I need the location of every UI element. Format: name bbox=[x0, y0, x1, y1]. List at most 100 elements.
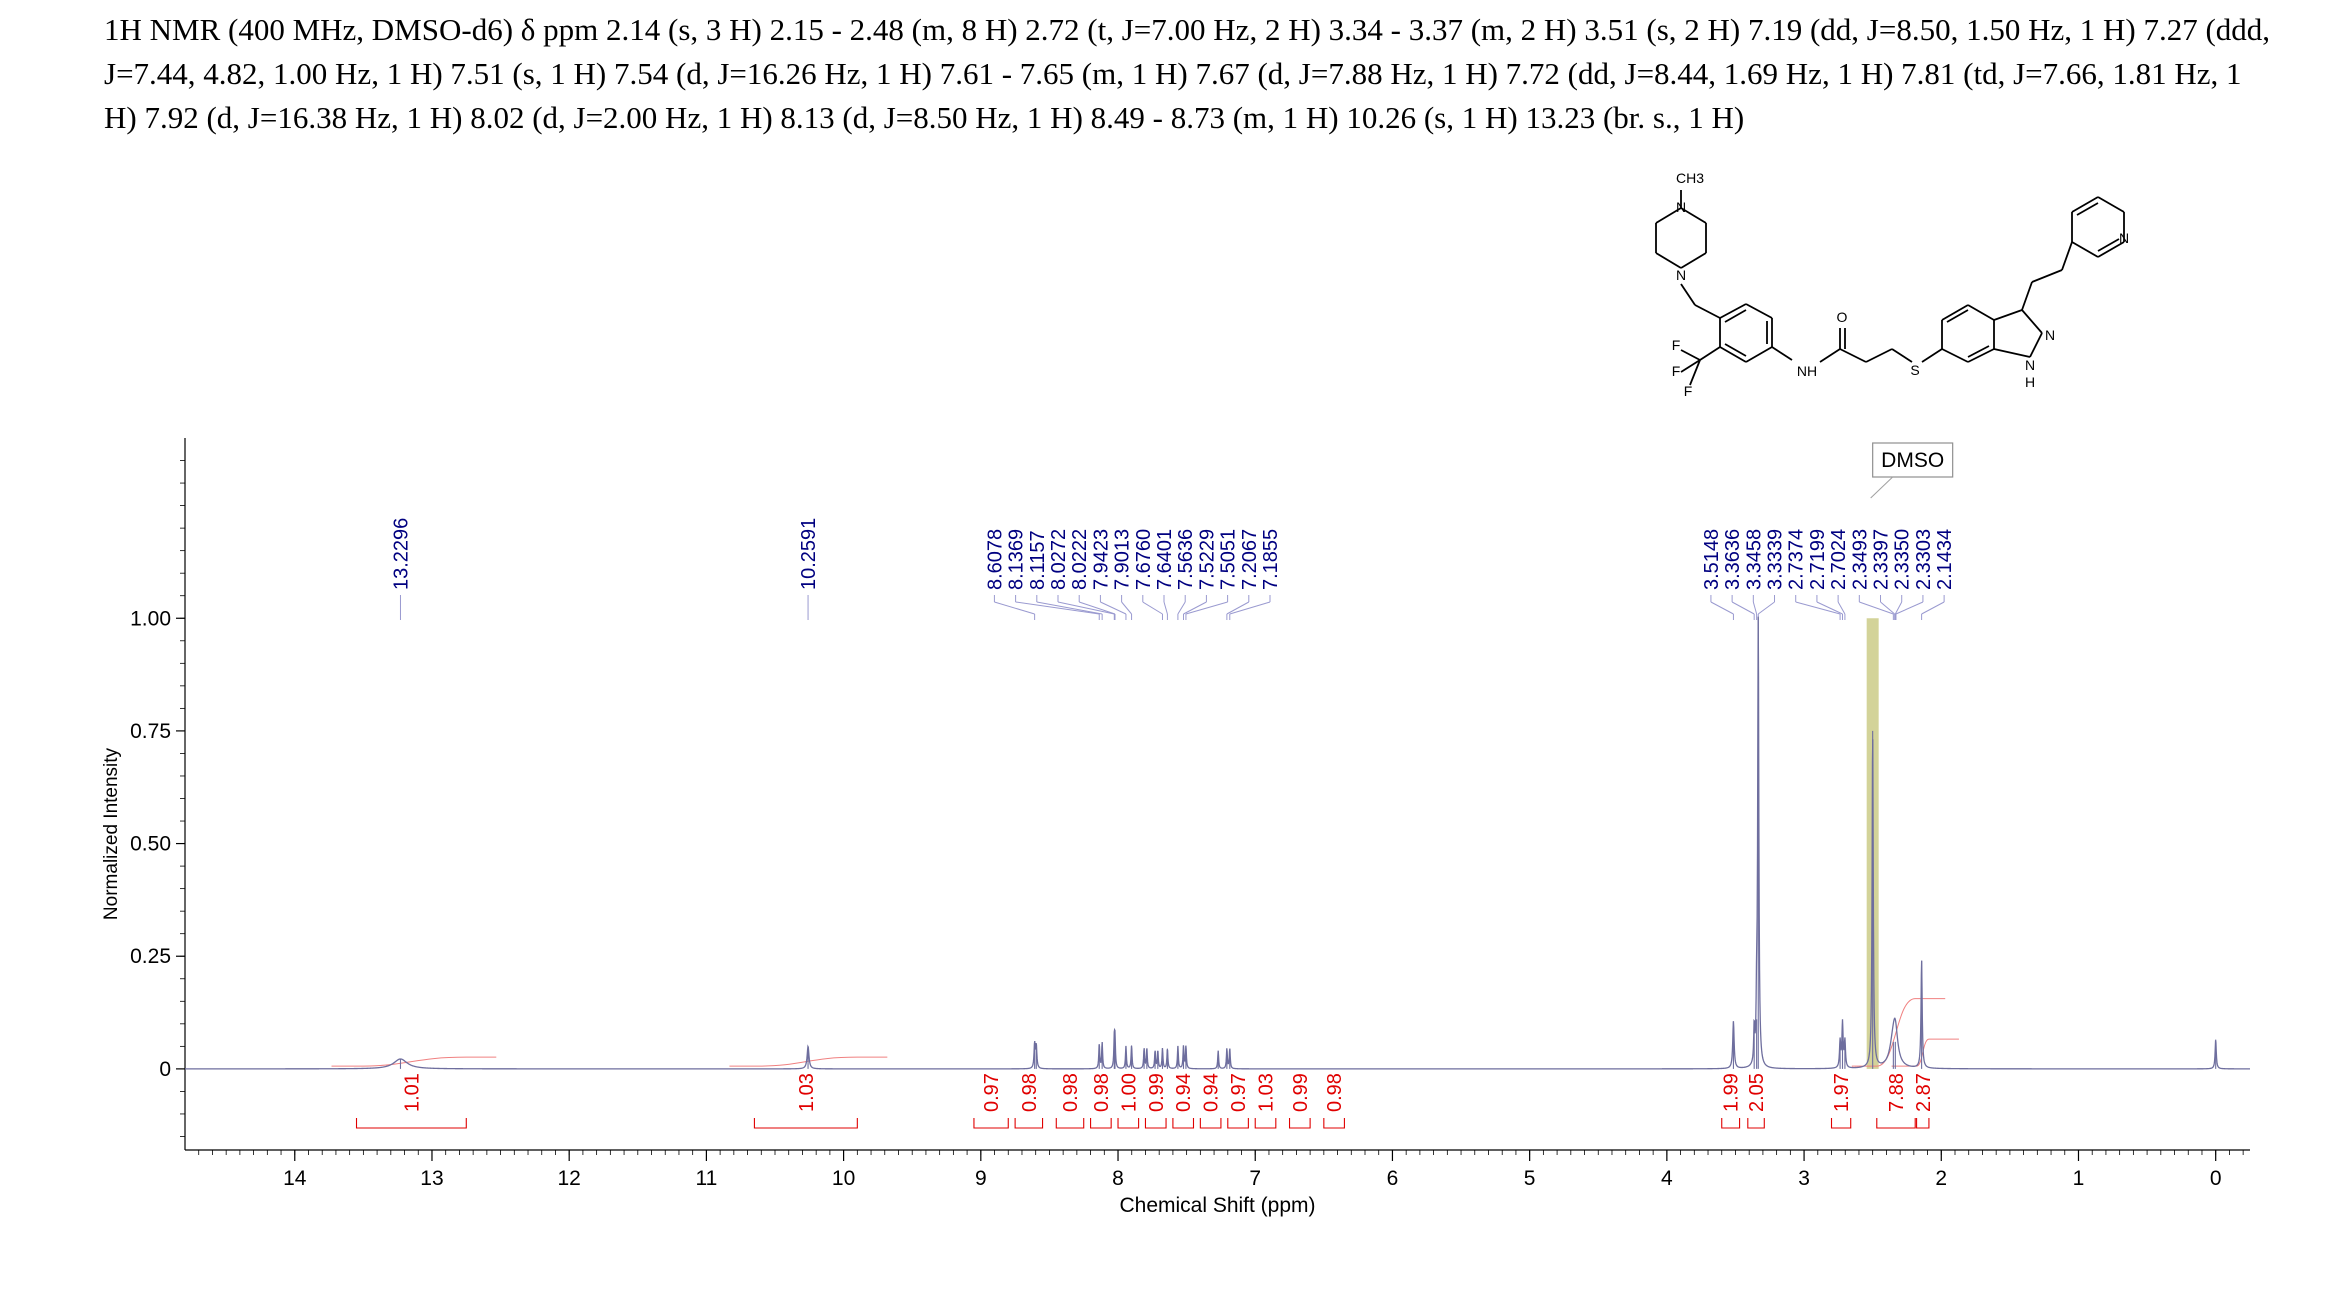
bond bbox=[2071, 196, 2099, 213]
atom-label: F bbox=[1672, 363, 1681, 379]
peak-leader bbox=[1121, 601, 1132, 615]
atom-label: O bbox=[1837, 309, 1848, 325]
bond bbox=[1655, 252, 1682, 269]
peak-leader bbox=[1816, 601, 1843, 615]
peak-label: 8.0272 bbox=[1048, 529, 1070, 590]
bond bbox=[2029, 332, 2043, 358]
peak-label: 8.6078 bbox=[984, 529, 1006, 590]
peak-label: 10.2591 bbox=[798, 518, 820, 590]
description-text: 1H NMR (400 MHz, DMSO-d6) δ ppm 2.14 (s,… bbox=[104, 12, 2271, 135]
x-tick-label: 2 bbox=[1935, 1167, 1947, 1190]
peak-leader bbox=[1880, 601, 1895, 615]
atom-label: S bbox=[1910, 362, 1919, 378]
integral-bracket bbox=[1254, 1118, 1277, 1129]
y-tick-label: 0.50 bbox=[130, 833, 171, 856]
atom-label: F bbox=[1672, 337, 1681, 353]
atom-label: N bbox=[1676, 267, 1686, 283]
integral-bracket bbox=[1090, 1118, 1112, 1129]
integral-bracket bbox=[1323, 1118, 1345, 1129]
integral-value: 0.99 bbox=[1290, 1073, 1312, 1112]
bond bbox=[1967, 345, 1990, 358]
bond bbox=[1946, 309, 1969, 323]
integral-bracket bbox=[1288, 1118, 1311, 1129]
x-tick-label: 12 bbox=[558, 1167, 581, 1190]
bond bbox=[1891, 348, 1913, 363]
peak-label: 2.7199 bbox=[1807, 529, 1829, 590]
chemical-structure bbox=[1655, 190, 2125, 386]
integral-bracket bbox=[753, 1118, 858, 1129]
integral-curve bbox=[331, 1056, 497, 1067]
integral-value: 0.94 bbox=[1201, 1073, 1223, 1112]
bond bbox=[1967, 304, 1995, 321]
peak-label-group: 13.2296 10.2591 8.6078 8.1369 8.1157 8.0272 8.… bbox=[390, 518, 2217, 1069]
integral-group: 1.01 1.03 0.97 0.98 0.98 0.98 1.00 0.99 0.94 0.94… bbox=[331, 998, 1959, 1129]
integral-value: 0.97 bbox=[981, 1073, 1003, 1112]
spectrum-description: 1H NMR (400 MHz, DMSO-d6) δ ppm 2.14 (s,… bbox=[104, 8, 2274, 140]
integral-bracket bbox=[1830, 1118, 1852, 1129]
bond bbox=[1941, 304, 1969, 321]
integral-bracket bbox=[1014, 1118, 1044, 1129]
atom-label: N bbox=[2025, 357, 2035, 373]
bond bbox=[2021, 309, 2043, 334]
atom-label: N bbox=[2045, 327, 2055, 343]
peak-label: 2.3493 bbox=[1849, 529, 1871, 590]
peak-leader bbox=[1015, 601, 1100, 615]
integral-value: 0.98 bbox=[1091, 1073, 1113, 1112]
atom-label: CH3 bbox=[1676, 170, 1704, 186]
bond bbox=[1719, 346, 1747, 363]
peak-leader bbox=[1177, 601, 1186, 615]
peak-label: 2.7374 bbox=[1786, 529, 1808, 590]
integral-curve bbox=[1851, 998, 1946, 1067]
peak-label: 3.3339 bbox=[1765, 529, 1787, 590]
bond bbox=[2097, 196, 2125, 213]
peak-label: 2.7024 bbox=[1828, 529, 1850, 590]
y-axis-title: Normalized Intensity bbox=[101, 747, 122, 920]
peak-leader bbox=[1710, 601, 1734, 615]
x-tick-label: 13 bbox=[420, 1167, 443, 1190]
peak-label: 7.6401 bbox=[1154, 529, 1176, 590]
integral-value: 0.98 bbox=[1324, 1073, 1346, 1112]
x-axis-title: Chemical Shift (ppm) bbox=[1119, 1194, 1315, 1217]
peak-leader bbox=[1036, 601, 1103, 615]
peak-label: 7.5051 bbox=[1218, 529, 1240, 590]
bond bbox=[1745, 303, 1773, 319]
integral-bracket bbox=[355, 1118, 467, 1129]
bond bbox=[1680, 359, 1701, 373]
integral-bracket bbox=[1144, 1118, 1167, 1129]
peak-label: 13.2296 bbox=[390, 518, 412, 590]
peak-leader bbox=[1795, 601, 1841, 615]
x-tick-label: 7 bbox=[1249, 1167, 1261, 1190]
integral-value: 0.99 bbox=[1146, 1073, 1168, 1112]
bond bbox=[2071, 241, 2099, 258]
integral-curve bbox=[1891, 1038, 1959, 1067]
integral-value: 1.01 bbox=[401, 1073, 423, 1112]
y-tick-label: 0 bbox=[159, 1058, 171, 1081]
peak-label: 3.3458 bbox=[1743, 529, 1765, 590]
integral-bracket bbox=[1055, 1118, 1085, 1129]
bond bbox=[2021, 281, 2033, 311]
integral-bracket bbox=[1172, 1118, 1195, 1129]
solvent-label-box bbox=[1872, 442, 1954, 478]
peak-label: 3.3636 bbox=[1722, 529, 1744, 590]
bond bbox=[1921, 348, 1943, 363]
peak-leader bbox=[1142, 601, 1163, 615]
integral-value: 0.98 bbox=[1019, 1073, 1041, 1112]
peak-label: 7.1855 bbox=[1260, 529, 1282, 590]
peak-label: 2.3397 bbox=[1871, 529, 1893, 590]
integral-value: 2.87 bbox=[1913, 1073, 1935, 1112]
integral-value: 0.98 bbox=[1060, 1073, 1082, 1112]
integral-value: 1.97 bbox=[1831, 1073, 1853, 1112]
atom-label: NH bbox=[1797, 363, 1817, 379]
integral-value: 2.05 bbox=[1746, 1073, 1768, 1112]
peak-label: 7.9013 bbox=[1112, 529, 1134, 590]
x-tick-label: 9 bbox=[975, 1167, 987, 1190]
integral-value: 1.03 bbox=[796, 1073, 818, 1112]
atom-label: H bbox=[2025, 374, 2035, 390]
bond bbox=[1967, 348, 1995, 363]
bond bbox=[1745, 346, 1773, 363]
axes: 14 13 12 11 10 9 8 7 6 5 4 3 2 1 000.250.500.751.00 bbox=[130, 438, 2250, 1190]
x-tick-label: 3 bbox=[1798, 1167, 1810, 1190]
peak-leader bbox=[1752, 601, 1758, 615]
